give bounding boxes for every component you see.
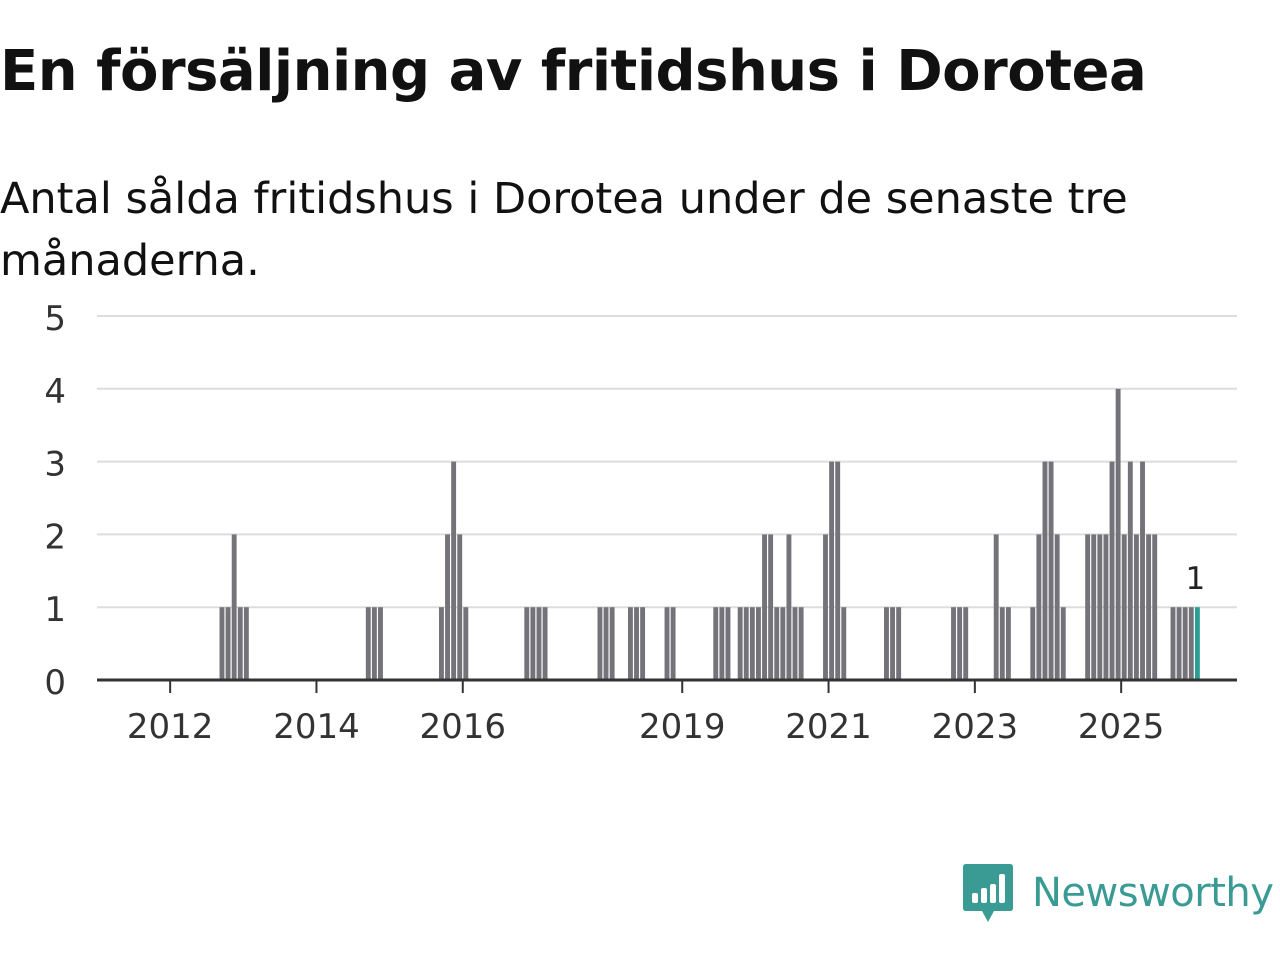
bar: [829, 461, 835, 680]
x-tick-label: 2016: [420, 707, 507, 747]
axes: [97, 678, 1237, 693]
bar: [597, 607, 603, 680]
bar: [786, 534, 792, 680]
bar: [1182, 607, 1188, 680]
bar: [1042, 461, 1048, 680]
x-tick-label: 2014: [273, 707, 360, 747]
bar: [463, 607, 469, 680]
bar: [1188, 607, 1194, 680]
x-tick-label: 2025: [1078, 707, 1165, 747]
bar: [225, 607, 231, 680]
bar: [749, 607, 755, 680]
bar: [219, 607, 225, 680]
bar: [1133, 534, 1139, 680]
y-tick-label: 1: [44, 590, 66, 630]
bar: [1109, 461, 1115, 680]
bar: [1054, 534, 1060, 680]
bar: [445, 534, 450, 680]
bar: [713, 607, 719, 680]
bar: [719, 607, 725, 680]
bar: [737, 607, 743, 680]
bar: [1121, 534, 1127, 680]
y-tick-label: 3: [44, 445, 66, 485]
y-tick-label: 0: [44, 663, 66, 703]
bar: [634, 607, 639, 680]
bar: [1176, 607, 1182, 680]
bar: [1170, 607, 1176, 680]
y-tick-label: 2: [44, 517, 66, 557]
bar: [378, 607, 383, 680]
bar: [957, 607, 963, 680]
chart-subtitle: Antal sålda fritidshus i Dorotea under d…: [0, 174, 1128, 286]
bar: [1146, 534, 1152, 680]
bar-highlight: [1194, 607, 1200, 680]
bar: [231, 534, 237, 680]
bar: [457, 534, 463, 680]
bar: [237, 607, 243, 680]
bar: [1036, 534, 1042, 680]
bar: [835, 461, 841, 680]
bar: [1091, 534, 1097, 680]
bar: [823, 534, 828, 680]
gridlines: [97, 315, 1237, 609]
bar: [1115, 388, 1121, 680]
x-tick-label: 2019: [639, 707, 726, 747]
bar: [542, 607, 548, 680]
bar: [896, 607, 902, 680]
bar: [725, 607, 731, 680]
x-tick-label: 2023: [932, 707, 1019, 747]
newsworthy-wordmark: Newsworthy: [1032, 870, 1274, 916]
bar: [530, 607, 536, 680]
bar: [1060, 607, 1066, 680]
bar: [884, 607, 889, 680]
bar: [1152, 534, 1158, 680]
bar: [774, 607, 780, 680]
bar: [371, 607, 377, 680]
bar: [524, 607, 530, 680]
y-tick-label: 5: [44, 299, 66, 339]
bar: [768, 534, 774, 680]
bar: [1030, 607, 1036, 680]
bar: [1103, 534, 1109, 680]
bar: [1140, 461, 1145, 680]
x-tick-label: 2012: [127, 707, 214, 747]
bar: [780, 607, 786, 680]
y-tick-label: 4: [44, 372, 66, 412]
bar: [1085, 534, 1091, 680]
bar: [792, 607, 798, 680]
bar: [1048, 461, 1054, 680]
bar: [670, 607, 676, 680]
bar: [451, 461, 457, 680]
bar: [1097, 534, 1103, 680]
bar: [963, 607, 969, 680]
tick-labels: 0 1 2 3 4 5 1 2012 2014 2016 2019 2021 2023 2025: [44, 299, 1205, 747]
bar: [243, 607, 249, 680]
newsworthy-logo-icon: [963, 864, 1013, 922]
bar: [951, 607, 956, 680]
bar: [743, 607, 749, 680]
bar: [603, 607, 609, 680]
bar: [640, 607, 646, 680]
bars: [219, 388, 1200, 680]
bar: [762, 534, 767, 680]
x-tick-label: 2021: [785, 707, 872, 747]
bar: [993, 534, 999, 680]
highlight-data-label: 1: [1186, 561, 1206, 597]
bar: [1005, 607, 1011, 680]
bar: [798, 607, 804, 680]
bar: [755, 607, 761, 680]
newsworthy-logo[interactable]: Newsworthy: [962, 862, 1274, 924]
bar: [609, 607, 615, 680]
chart-title: En försäljning av fritidshus i Dorotea: [0, 39, 1147, 104]
bar: [999, 607, 1005, 680]
bar: [365, 607, 371, 680]
bar: [536, 607, 542, 680]
bar: [890, 607, 896, 680]
bar: [627, 607, 633, 680]
bar: [1127, 461, 1133, 680]
bar: [841, 607, 847, 680]
bar: [664, 607, 670, 680]
bar: [438, 607, 444, 680]
